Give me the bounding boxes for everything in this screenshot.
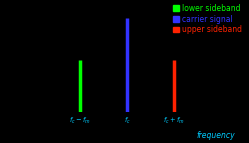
X-axis label: frequency: frequency (197, 131, 235, 140)
Legend: lower sideband, carrier signal, upper sideband: lower sideband, carrier signal, upper si… (173, 3, 243, 35)
